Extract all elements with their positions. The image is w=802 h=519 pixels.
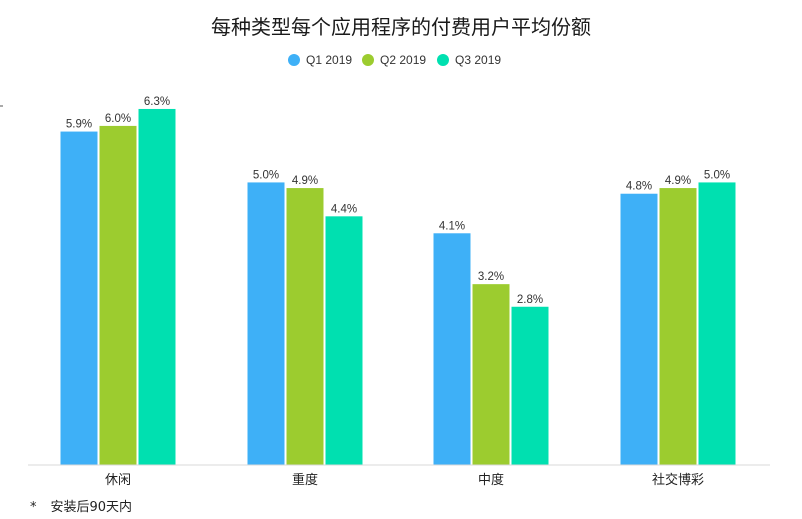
bar [60,131,98,465]
category-label: 中度 [478,472,504,488]
legend-swatch [437,54,449,66]
data-label: 6.0% [105,113,131,125]
bar [698,182,736,465]
category-label: 休闲 [105,473,131,488]
bar [325,216,363,465]
data-label: 4.9% [292,175,318,187]
bar [247,182,285,465]
legend-label: Q1 2019 [306,53,352,67]
bar [620,193,658,465]
category-label: 社交博彩 [652,472,704,488]
data-label: 2.8% [517,294,543,306]
bar [286,188,324,466]
footnote-text: 安装后90天内 [50,500,133,515]
data-label: 4.4% [331,203,357,215]
bar [138,108,176,466]
category-labels: 休闲 重度 中度 社交博彩 [105,472,704,488]
legend-swatch [362,54,374,66]
data-label: 3.2% [478,271,504,283]
data-label: 4.8% [626,181,652,193]
footnote: * 安装后90天内 [30,496,132,515]
bar [511,306,549,465]
data-label: 6.3% [144,96,170,108]
bar [99,125,137,465]
footnote-marker: * [30,500,37,515]
chart-legend: Q1 2019 Q2 2019 Q3 2019 [288,53,501,67]
legend-label: Q2 2019 [380,53,426,67]
legend-label: Q3 2019 [455,53,501,67]
data-label: 4.1% [439,220,465,232]
bar-group: 5.9% 6.0% 6.3% 5.0% 4.9% 4.4% 4.1% 3.2% 2.8% 4.8%… [60,96,736,466]
data-label: 4.9% [665,175,691,187]
data-label: 5.0% [253,169,279,181]
bar [472,284,510,465]
bar [659,188,697,466]
data-label: 5.0% [704,169,730,181]
legend-swatch [288,54,300,66]
data-label: 5.9% [66,119,92,131]
chart-title: 每种类型每个应用程序的付费用户平均份额 [211,15,591,39]
bar [433,233,471,465]
category-label: 重度 [292,472,318,488]
